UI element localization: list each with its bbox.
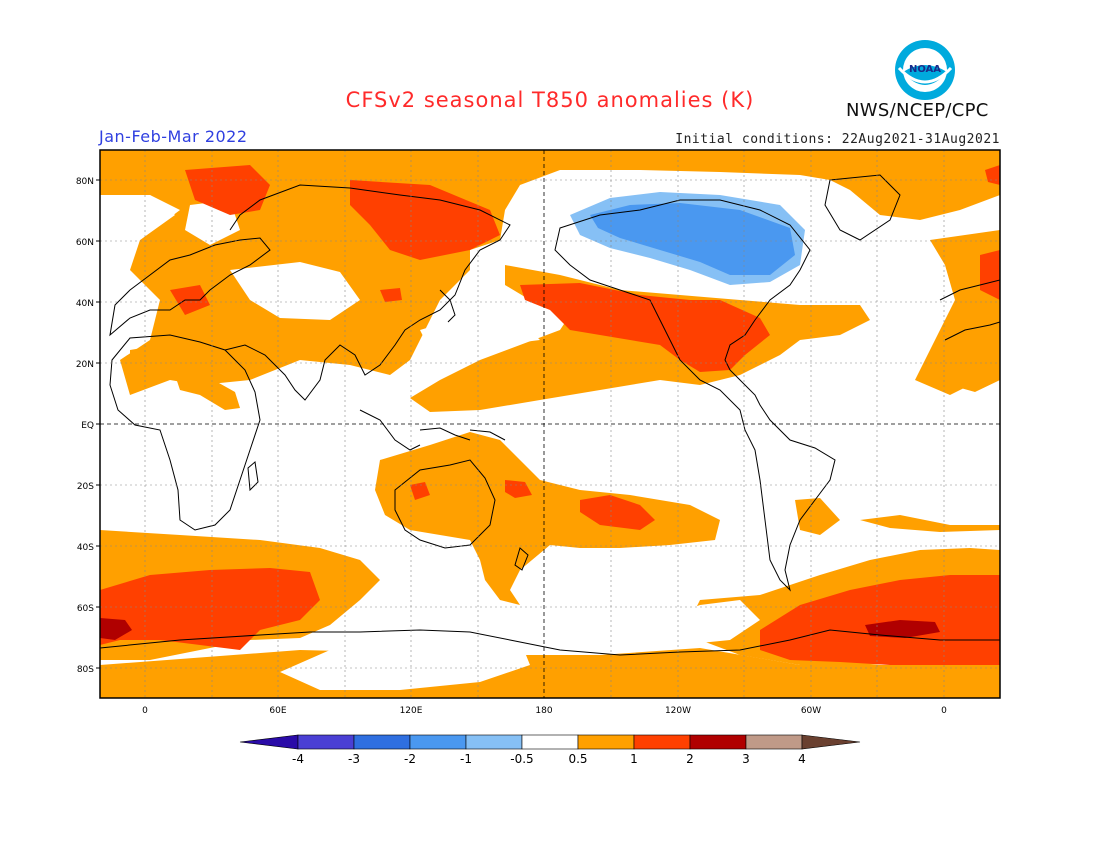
forecast-period: Jan-Feb-Mar 2022 — [99, 127, 248, 146]
initial-conditions: Initial conditions: 22Aug2021-31Aug2021 — [675, 132, 1000, 147]
lat-label: 20N — [76, 360, 94, 370]
grid-lines — [100, 150, 1000, 698]
lon-label: 0 — [142, 706, 148, 716]
colorbar-label: 3 — [742, 752, 750, 766]
colorbar-label: -1 — [460, 752, 472, 766]
lat-label: 40N — [76, 299, 94, 309]
lat-label: 40S — [77, 543, 94, 553]
coastlines — [100, 174, 1000, 656]
lat-label: 80N — [76, 177, 94, 187]
lon-label: 60E — [269, 706, 286, 716]
lat-label: 60N — [76, 238, 94, 248]
colorbar-swatch — [745, 734, 803, 750]
colorbar-label: -0.5 — [510, 752, 533, 766]
colorbar-swatch — [409, 734, 467, 750]
lat-label: 80S — [77, 665, 94, 675]
colorbar-label: 0.5 — [568, 752, 587, 766]
noaa-logo-icon: NOAA — [893, 38, 957, 102]
colorbar-left-arrow — [239, 734, 299, 750]
colorbar-swatch — [297, 734, 355, 750]
map-title: CFSv2 seasonal T850 anomalies (K) — [345, 88, 755, 112]
colorbar-label: -3 — [348, 752, 360, 766]
lat-label: 60S — [77, 604, 94, 614]
colorbar-label: 4 — [798, 752, 806, 766]
colorbar-swatch — [633, 734, 691, 750]
lat-label: 20S — [77, 482, 94, 492]
colorbar-swatch — [577, 734, 635, 750]
colorbar: -4 -3 -2 -1 -0.5 0.5 1 2 3 4 — [239, 734, 861, 766]
lon-label: 180 — [535, 706, 552, 716]
logo-text: NOAA — [909, 64, 941, 75]
colorbar-label: -2 — [404, 752, 416, 766]
colorbar-label: 2 — [686, 752, 694, 766]
lon-label: 0 — [941, 706, 947, 716]
colorbar-swatch — [689, 734, 747, 750]
colorbar-right-arrow — [801, 734, 861, 750]
lat-label: EQ — [81, 421, 94, 431]
agency-label: NWS/NCEP/CPC — [846, 100, 989, 121]
lon-label: 120E — [400, 706, 423, 716]
colorbar-swatch — [465, 734, 523, 750]
colorbar-label: -4 — [292, 752, 304, 766]
colorbar-swatch — [521, 734, 579, 750]
colorbar-label: 1 — [630, 752, 638, 766]
lon-label: 60W — [801, 706, 821, 716]
lon-label: 120W — [665, 706, 691, 716]
colorbar-swatch — [353, 734, 411, 750]
